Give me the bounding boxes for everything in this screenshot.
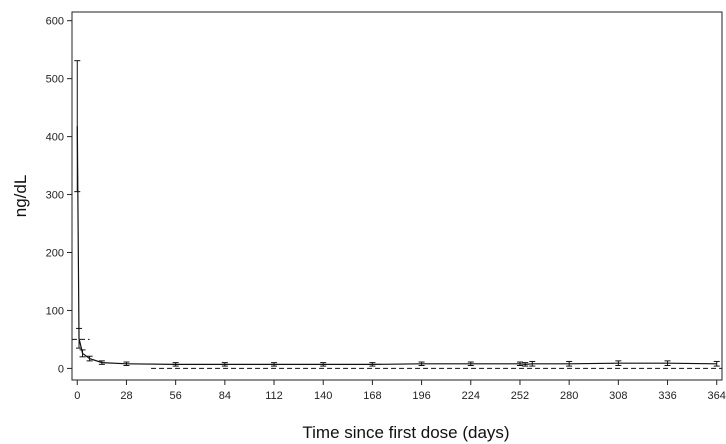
data-point	[522, 362, 529, 367]
data-point	[615, 360, 622, 367]
data-point	[566, 360, 573, 367]
x-tick-label: 0	[74, 390, 80, 402]
data-point	[529, 360, 536, 367]
y-axis-title: ng/dL	[11, 175, 30, 218]
x-tick-label: 224	[462, 390, 480, 402]
x-tick-label: 140	[314, 390, 332, 402]
x-tick-label: 196	[412, 390, 430, 402]
x-tick-label: 364	[708, 390, 726, 402]
x-axis: 0 28 56 84 112 140 168 196 224 252 280 308 336 364	[74, 380, 726, 402]
series-line	[76, 126, 717, 366]
y-tick-label: 200	[46, 248, 64, 260]
data-point	[79, 349, 86, 358]
x-tick-label: 56	[170, 390, 182, 402]
data-point	[516, 361, 523, 367]
data-point	[713, 360, 720, 367]
data-point	[86, 355, 93, 362]
x-tick-label: 112	[265, 390, 283, 402]
plot-frame	[71, 11, 723, 381]
data-point	[98, 360, 105, 365]
data-point	[418, 361, 425, 367]
x-tick-label: 252	[511, 390, 529, 402]
data-point	[172, 362, 179, 367]
y-tick-label: 0	[58, 363, 64, 375]
y-tick-label: 500	[46, 74, 64, 86]
x-tick-label: 308	[609, 390, 627, 402]
data-point	[369, 362, 376, 367]
data-point	[271, 362, 278, 367]
y-tick-label: 100	[46, 305, 64, 317]
reference-lines	[72, 338, 722, 369]
x-tick-label: 168	[363, 390, 381, 402]
plot-border	[71, 11, 723, 381]
y-tick-label: 600	[46, 16, 64, 28]
x-axis-title: Time since first dose (days)	[302, 423, 509, 442]
x-tick-label: 336	[658, 390, 676, 402]
y-tick-label: 400	[46, 132, 64, 144]
data-point	[664, 360, 671, 367]
data-point	[123, 361, 130, 367]
data-point	[320, 362, 327, 367]
data-point	[467, 361, 474, 367]
x-tick-label: 280	[560, 390, 578, 402]
data-point	[76, 327, 83, 349]
y-tick-label: 300	[46, 190, 64, 202]
x-tick-label: 84	[219, 390, 231, 402]
data-point	[221, 362, 228, 367]
series-layer	[74, 60, 720, 367]
data-point	[74, 60, 81, 193]
x-tick-label: 28	[120, 390, 132, 402]
y-axis: 0 100 200 300 400 500 600	[46, 16, 72, 375]
